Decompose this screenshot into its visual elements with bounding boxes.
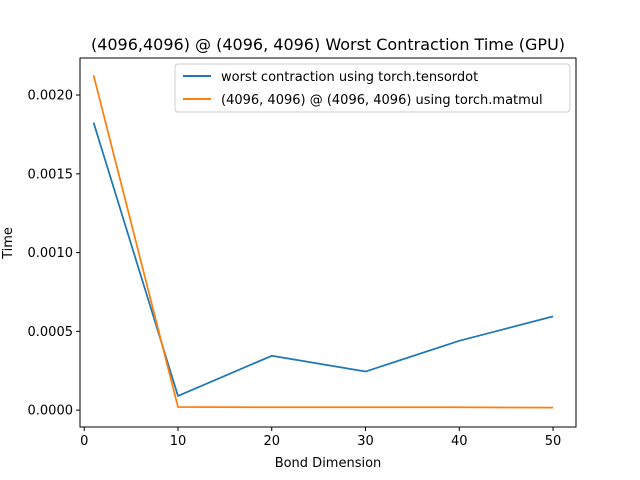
series-line-matmul <box>92 75 554 409</box>
chart-title: (4096,4096) @ (4096, 4096) Worst Contrac… <box>91 35 565 54</box>
x-tick-label: 0 <box>80 434 88 449</box>
x-axis-label: Bond Dimension <box>275 456 382 471</box>
plot-area <box>79 57 577 428</box>
legend-label-tensordot: worst contraction using torch.tensordot <box>221 70 478 85</box>
y-axis-ticks: 0.0000 0.0005 0.0010 0.0015 0.0020 <box>28 89 80 419</box>
series-layer <box>92 75 554 409</box>
y-tick-label: 0.0020 <box>28 89 74 104</box>
x-tick-label: 40 <box>451 434 468 449</box>
x-tick-label: 30 <box>357 434 374 449</box>
x-tick-label: 10 <box>170 434 187 449</box>
x-axis-ticks: 0 10 20 30 40 50 <box>80 427 561 449</box>
plot-frame <box>79 57 577 428</box>
y-tick-label: 0.0010 <box>28 246 74 261</box>
legend-box <box>174 63 571 113</box>
x-tick-label: 20 <box>263 434 280 449</box>
y-tick-label: 0.0005 <box>28 325 74 340</box>
y-tick-label: 0.0015 <box>28 167 74 182</box>
legend-label-matmul: (4096, 4096) @ (4096, 4096) using torch.… <box>221 93 543 108</box>
x-tick-label: 50 <box>545 434 562 449</box>
y-axis-label: Time <box>1 227 16 260</box>
legend: worst contraction using torch.tensordot … <box>174 63 571 113</box>
y-tick-label: 0.0000 <box>28 404 74 419</box>
